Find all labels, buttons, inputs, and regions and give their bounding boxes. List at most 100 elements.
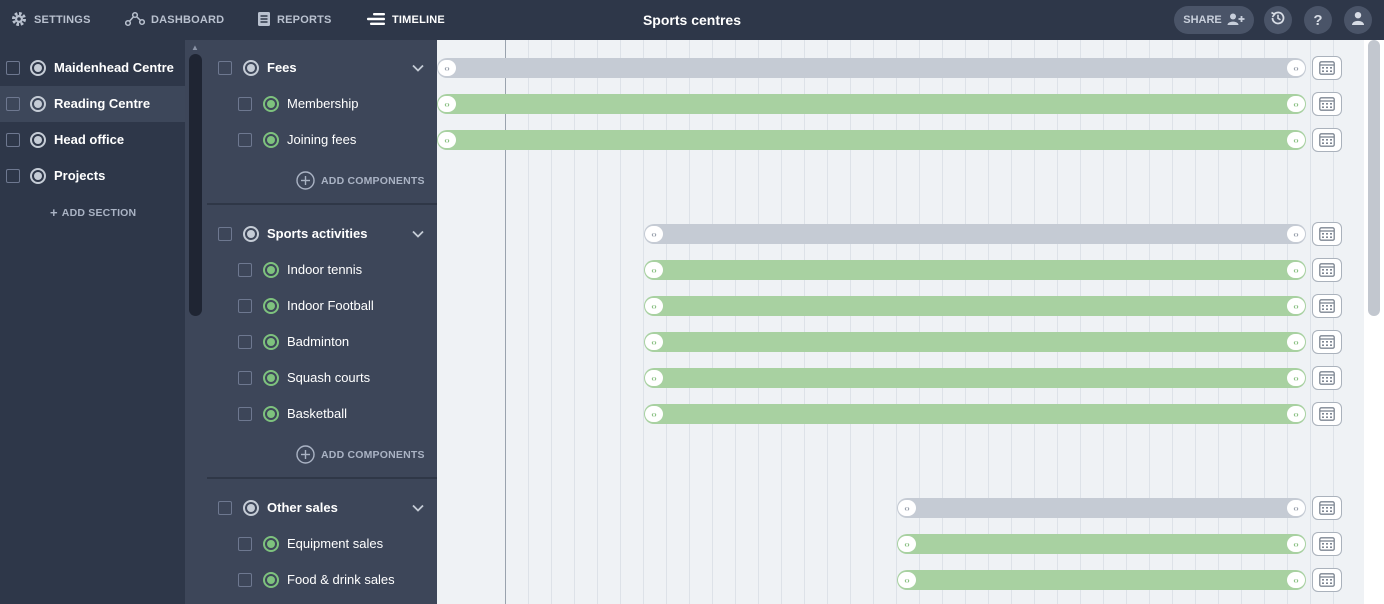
nav-dashboard[interactable]: DASHBOARD <box>124 0 224 40</box>
start-drag-handle-icon[interactable]: ‹› <box>645 226 663 242</box>
component-checkbox[interactable] <box>238 335 252 349</box>
timeline-bar[interactable]: ‹› ‹› <box>897 498 1306 518</box>
timeline-bar[interactable]: ‹› ‹› <box>644 404 1306 424</box>
timeline-bar[interactable]: ‹› ‹› <box>437 58 1306 78</box>
timeline-bar[interactable]: ‹› ‹› <box>437 94 1306 114</box>
group-row-sports-activities[interactable]: Sports activities <box>207 216 437 252</box>
start-drag-handle-icon[interactable]: ‹› <box>438 60 456 76</box>
group-row-fees[interactable]: Fees <box>207 50 437 86</box>
timeline-grid-line <box>689 40 690 604</box>
calendar-button[interactable] <box>1312 222 1342 246</box>
timeline-bar[interactable]: ‹› ‹› <box>644 260 1306 280</box>
timeline-bar[interactable]: ‹› ‹› <box>644 332 1306 352</box>
group-checkbox[interactable] <box>218 501 232 515</box>
add-components-button[interactable]: ADD COMPONENTS <box>296 445 425 464</box>
user-button[interactable] <box>1344 6 1372 34</box>
section-item-head-office[interactable]: Head office <box>0 122 185 158</box>
start-drag-handle-icon[interactable]: ‹› <box>645 334 663 350</box>
end-drag-handle-icon[interactable]: ‹› <box>1287 406 1305 422</box>
end-drag-handle-icon[interactable]: ‹› <box>1287 60 1305 76</box>
group-row-other-sales[interactable]: Other sales <box>207 490 437 526</box>
calendar-button[interactable] <box>1312 258 1342 282</box>
end-drag-handle-icon[interactable]: ‹› <box>1287 132 1305 148</box>
start-drag-handle-icon[interactable]: ‹› <box>645 262 663 278</box>
nav-timeline[interactable]: TIMELINE <box>366 0 445 40</box>
component-row-food-drink-sales[interactable]: Food & drink sales <box>207 562 437 598</box>
component-row-badminton[interactable]: Badminton <box>207 324 437 360</box>
component-row-squash-courts[interactable]: Squash courts <box>207 360 437 396</box>
calendar-button[interactable] <box>1312 366 1342 390</box>
section-checkbox[interactable] <box>6 133 20 147</box>
calendar-button[interactable] <box>1312 330 1342 354</box>
component-checkbox[interactable] <box>238 299 252 313</box>
section-item-maidenhead-centre[interactable]: Maidenhead Centre <box>0 50 185 86</box>
timeline-bar[interactable]: ‹› ‹› <box>897 534 1306 554</box>
nav-settings[interactable]: SETTINGS <box>10 0 91 40</box>
timeline-bar[interactable]: ‹› ‹› <box>437 130 1306 150</box>
start-drag-handle-icon[interactable]: ‹› <box>645 370 663 386</box>
end-drag-handle-icon[interactable]: ‹› <box>1287 500 1305 516</box>
chevron-down-icon[interactable] <box>411 227 425 241</box>
start-drag-handle-icon[interactable]: ‹› <box>645 406 663 422</box>
component-checkbox[interactable] <box>238 133 252 147</box>
timeline-bar[interactable]: ‹› ‹› <box>644 368 1306 388</box>
component-checkbox[interactable] <box>238 537 252 551</box>
start-drag-handle-icon[interactable]: ‹› <box>438 132 456 148</box>
component-checkbox[interactable] <box>238 371 252 385</box>
calendar-button[interactable] <box>1312 92 1342 116</box>
section-checkbox[interactable] <box>6 169 20 183</box>
start-drag-handle-icon[interactable]: ‹› <box>645 298 663 314</box>
end-drag-handle-icon[interactable]: ‹› <box>1287 334 1305 350</box>
section-checkbox[interactable] <box>6 97 20 111</box>
start-drag-handle-icon[interactable]: ‹› <box>898 572 916 588</box>
component-row-indoor-tennis[interactable]: Indoor tennis <box>207 252 437 288</box>
section-item-reading-centre[interactable]: Reading Centre <box>0 86 185 122</box>
start-drag-handle-icon[interactable]: ‹› <box>898 500 916 516</box>
calendar-button[interactable] <box>1312 402 1342 426</box>
nav-reports[interactable]: REPORTS <box>257 0 332 40</box>
scrollbar-thumb[interactable] <box>1368 40 1380 316</box>
share-button[interactable]: SHARE <box>1174 6 1254 34</box>
component-row-basketball[interactable]: Basketball <box>207 396 437 432</box>
group-checkbox[interactable] <box>218 61 232 75</box>
timeline-bar[interactable]: ‹› ‹› <box>644 224 1306 244</box>
calendar-button[interactable] <box>1312 128 1342 152</box>
history-button[interactable] <box>1264 6 1292 34</box>
help-button[interactable]: ? <box>1304 6 1332 34</box>
timeline-scrollbar[interactable] <box>1364 40 1384 604</box>
end-drag-handle-icon[interactable]: ‹› <box>1287 96 1305 112</box>
end-drag-handle-icon[interactable]: ‹› <box>1287 298 1305 314</box>
chevron-down-icon[interactable] <box>411 501 425 515</box>
calendar-button[interactable] <box>1312 294 1342 318</box>
component-row-joining-fees[interactable]: Joining fees <box>207 122 437 158</box>
timeline-bar[interactable]: ‹› ‹› <box>897 570 1306 590</box>
calendar-button[interactable] <box>1312 496 1342 520</box>
start-drag-handle-icon[interactable]: ‹› <box>438 96 456 112</box>
end-drag-handle-icon[interactable]: ‹› <box>1287 262 1305 278</box>
add-section-button[interactable]: + ADD SECTION <box>50 205 136 220</box>
add-components-button[interactable]: ADD COMPONENTS <box>296 171 425 190</box>
scroll-up-icon[interactable]: ▲ <box>191 43 199 52</box>
section-checkbox[interactable] <box>6 61 20 75</box>
group-checkbox[interactable] <box>218 227 232 241</box>
component-row-equipment-sales[interactable]: Equipment sales <box>207 526 437 562</box>
component-row-indoor-football[interactable]: Indoor Football <box>207 288 437 324</box>
end-drag-handle-icon[interactable]: ‹› <box>1287 572 1305 588</box>
component-row-membership[interactable]: Membership <box>207 86 437 122</box>
component-checkbox[interactable] <box>238 573 252 587</box>
components-scrollbar[interactable]: ▲ <box>185 40 207 604</box>
component-checkbox[interactable] <box>238 407 252 421</box>
calendar-button[interactable] <box>1312 568 1342 592</box>
end-drag-handle-icon[interactable]: ‹› <box>1287 226 1305 242</box>
calendar-button[interactable] <box>1312 56 1342 80</box>
end-drag-handle-icon[interactable]: ‹› <box>1287 536 1305 552</box>
timeline-bar[interactable]: ‹› ‹› <box>644 296 1306 316</box>
chevron-down-icon[interactable] <box>411 61 425 75</box>
component-checkbox[interactable] <box>238 97 252 111</box>
scrollbar-thumb[interactable] <box>189 54 202 316</box>
section-item-projects[interactable]: Projects <box>0 158 185 194</box>
calendar-button[interactable] <box>1312 532 1342 556</box>
component-checkbox[interactable] <box>238 263 252 277</box>
start-drag-handle-icon[interactable]: ‹› <box>898 536 916 552</box>
end-drag-handle-icon[interactable]: ‹› <box>1287 370 1305 386</box>
